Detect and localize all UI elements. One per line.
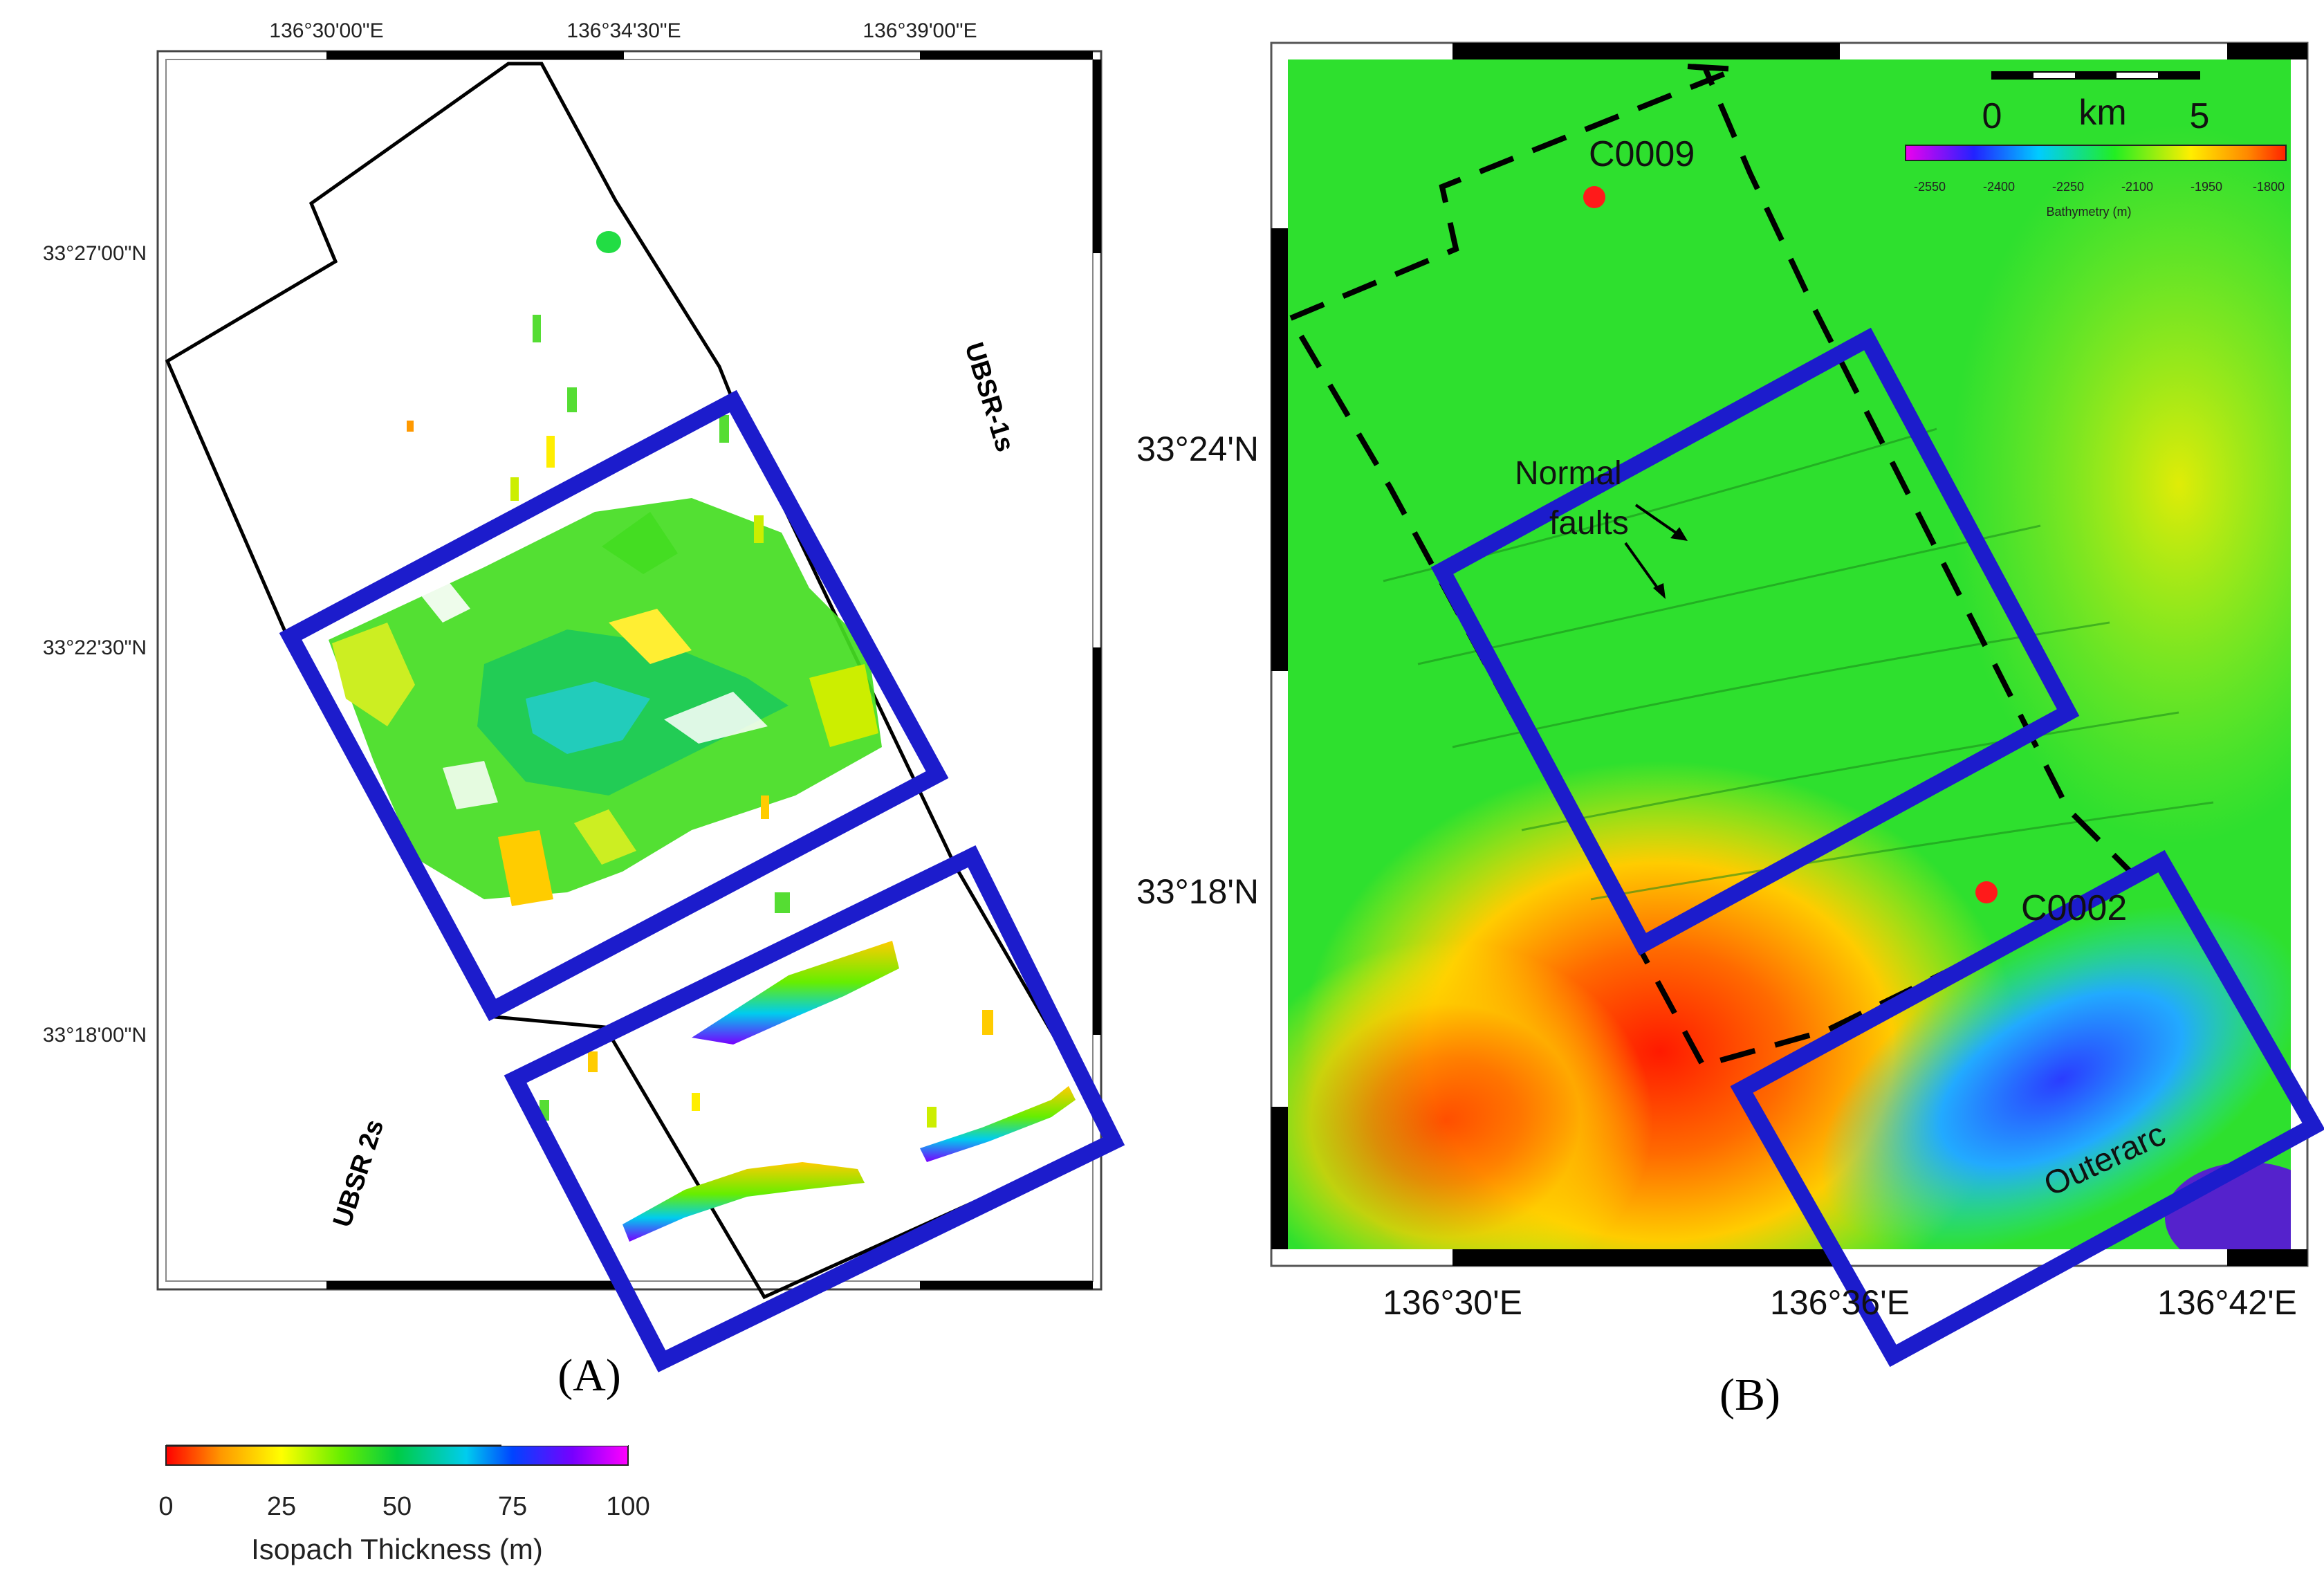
- box-b-lower: [1730, 849, 2324, 1368]
- bathymetry-colorbar: -2550 -2400 -2250 -2100 -1950 -1800 Bathymetr…: [1905, 145, 2287, 219]
- panel-a-top-tick: 136°30'00"E: [269, 19, 383, 42]
- scale-bar: 0 km 5: [1982, 71, 2210, 136]
- drilling-outline: [1286, 64, 2142, 1069]
- isopach-data: [329, 231, 1076, 1242]
- isopach-colorbar-tick: 50: [382, 1492, 412, 1521]
- panel-b-left-ticks: 33°24'N 33°18'N: [1136, 430, 1259, 911]
- panel-b-label: (B): [1719, 1370, 1780, 1420]
- scale-bar-five: 5: [2190, 96, 2210, 136]
- site-c0009-marker: [1583, 186, 1605, 208]
- panel-b-bottom-tick: 136°36'E: [1770, 1283, 1910, 1322]
- box-a-lower: [504, 845, 1125, 1372]
- panel-a-left-tick: 33°22'30"N: [43, 636, 147, 659]
- bathymetry-colorbar-title: Bathymetry (m): [2046, 205, 2131, 219]
- panel-a-label: (A): [557, 1350, 621, 1401]
- site-c0002-label: C0002: [2021, 888, 2127, 928]
- bathymetry-colorbar-tick: -2400: [1983, 180, 2015, 194]
- bathymetry-colorbar-tick: -2100: [2121, 180, 2153, 194]
- panel-b-frame-checker: [1271, 43, 2307, 1266]
- panel-a: 136°30'00"E 136°34'30"E 136°39'00"E 33°27'…: [43, 19, 1125, 1565]
- isopach-colorbar-title: Isopach Thickness (m): [251, 1533, 543, 1565]
- box-a-upper: [279, 389, 949, 1022]
- isopach-colorbar-tick: 100: [606, 1492, 649, 1521]
- panel-b: C0009 C0002 Normal faults Outerarc 0 km …: [1136, 42, 2324, 1420]
- bathymetry-colorbar-tick: -1800: [2253, 180, 2285, 194]
- site-c0002-marker: [1975, 881, 1998, 903]
- panel-b-bottom-tick: 136°30'E: [1383, 1283, 1522, 1322]
- panel-a-top-tick: 136°34'30"E: [566, 19, 681, 42]
- bathymetry-colorbar-tick: -2550: [1914, 180, 1946, 194]
- panel-b-left-tick: 33°24'N: [1136, 430, 1259, 468]
- panel-a-top-tick: 136°39'00"E: [863, 19, 977, 42]
- annotation-faults: faults: [1549, 505, 1629, 542]
- panel-a-left-ticks: 33°27'00"N 33°22'30"N 33°18'00"N: [43, 242, 147, 1047]
- bathymetry-map: [1288, 59, 2291, 1249]
- isopach-colorbar: 0 25 50 75 100 Isopach Thickness (m): [158, 1439, 650, 1565]
- scale-bar-zero: 0: [1982, 96, 2002, 136]
- isopach-colorbar-tick: 75: [498, 1492, 527, 1521]
- isopach-colorbar-tick: 25: [267, 1492, 296, 1521]
- panel-b-left-tick: 33°18'N: [1136, 872, 1259, 911]
- bathymetry-colorbar-tick: -2250: [2052, 180, 2084, 194]
- panel-b-bottom-tick: 136°42'E: [2157, 1283, 2297, 1322]
- fault-arrows: [1624, 504, 1688, 599]
- annotation-normal: Normal: [1515, 455, 1622, 492]
- scale-bar-unit: km: [2078, 93, 2126, 133]
- panel-a-left-tick: 33°27'00"N: [43, 242, 147, 265]
- box-b-upper: [1430, 327, 2080, 956]
- panel-a-left-tick: 33°18'00"N: [43, 1024, 147, 1047]
- bathymetry-colorbar-tick: -1950: [2191, 180, 2222, 194]
- site-c0009-label: C0009: [1589, 134, 1695, 174]
- panel-a-top-ticks: 136°30'00"E 136°34'30"E 136°39'00"E: [269, 19, 977, 42]
- isopach-colorbar-tick: 0: [158, 1492, 173, 1521]
- panel-b-bottom-ticks: 136°30'E 136°36'E 136°42'E: [1383, 1283, 2297, 1322]
- panel-a-frame-checker: [326, 51, 1101, 1289]
